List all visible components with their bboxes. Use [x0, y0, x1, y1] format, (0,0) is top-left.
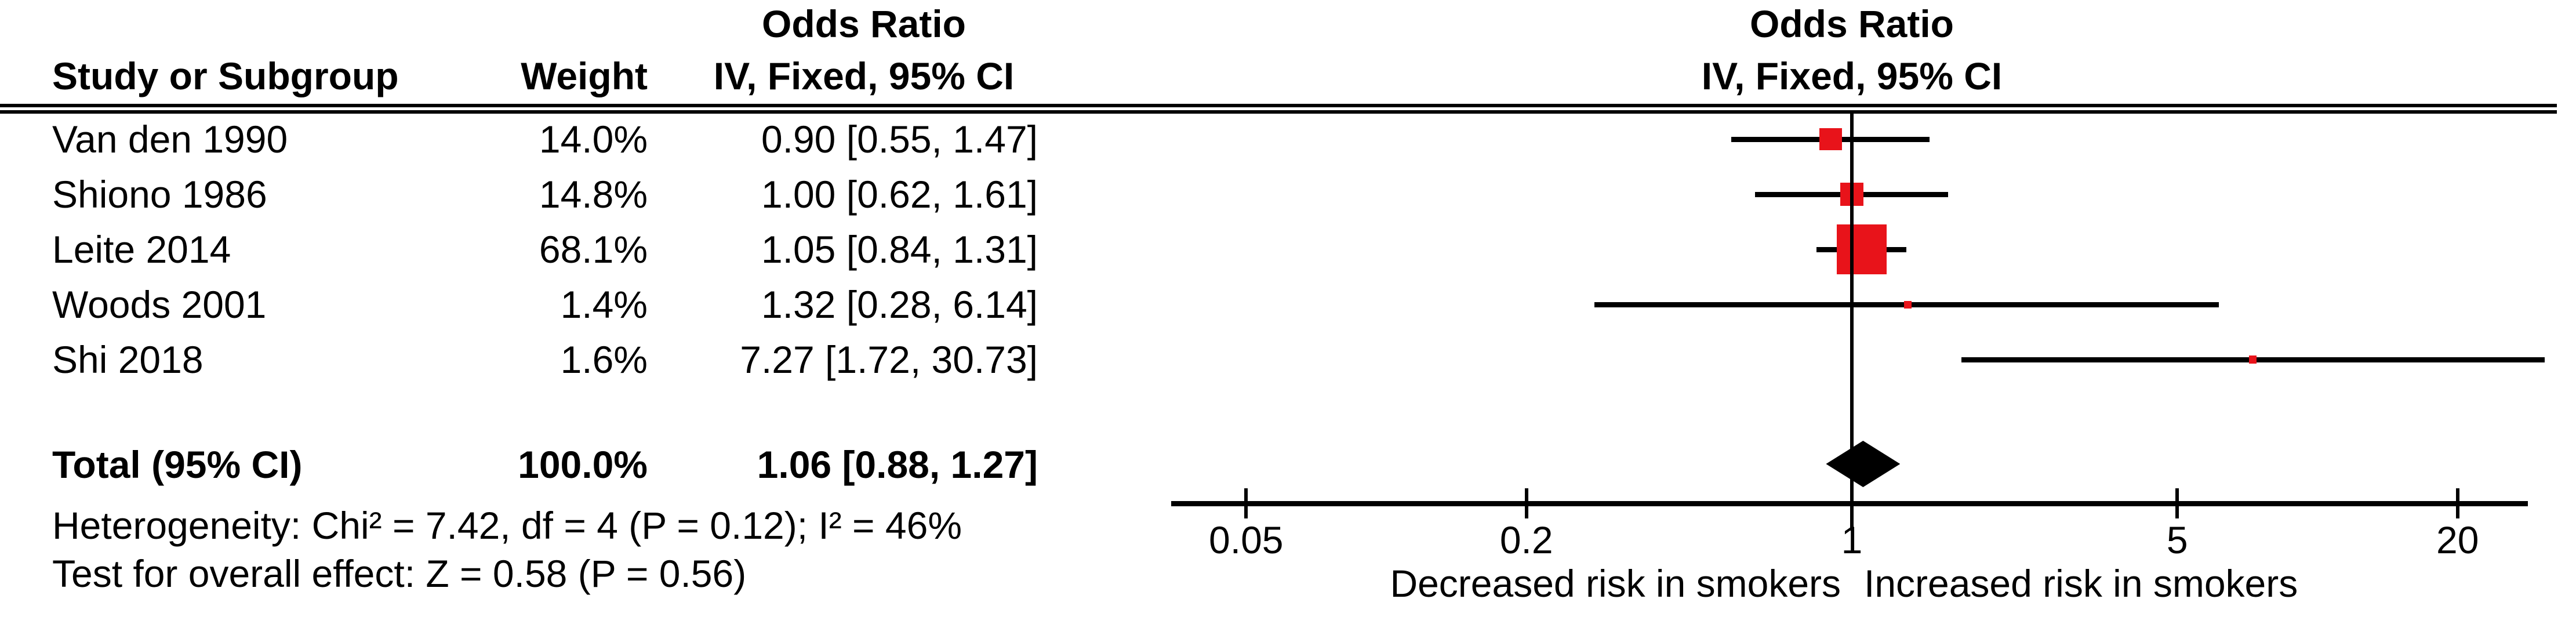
axis-tick-label: 1	[1841, 518, 1863, 561]
axis-tick-label: 5	[2166, 518, 2188, 561]
column-header-ci: IV, Fixed, 95% CI	[713, 55, 1015, 97]
axis-annotation-left: Decreased risk in smokers	[1390, 562, 1841, 605]
column-header-study: Study or Subgroup	[52, 55, 399, 97]
study-weight: 1.4%	[560, 283, 648, 326]
study-weight: 1.6%	[560, 338, 648, 381]
axis-annotation-right: Increased risk in smokers	[1864, 562, 2298, 605]
total-weight: 100.0%	[518, 443, 648, 486]
study-name: Van den 1990	[52, 118, 288, 161]
axis-tick-label: 20	[2436, 518, 2479, 561]
study-ci-text: 1.32 [0.28, 6.14]	[761, 283, 1038, 326]
null-effect-line	[1850, 114, 1854, 531]
plot-effect-title: Odds Ratio	[1749, 2, 1954, 45]
study-ci-text: 1.05 [0.84, 1.31]	[761, 228, 1038, 271]
effect-square	[1819, 128, 1842, 151]
effect-square	[2249, 355, 2257, 364]
study-weight: 68.1%	[539, 228, 648, 271]
study-weight: 14.0%	[539, 118, 648, 161]
study-name: Shi 2018	[52, 338, 204, 381]
effect-square	[1837, 224, 1887, 274]
effect-square	[1904, 300, 1912, 309]
column-header-weight: Weight	[521, 55, 648, 97]
total-label: Total (95% CI)	[52, 443, 303, 486]
heterogeneity-text: Heterogeneity: Chi² = 7.42, df = 4 (P = …	[52, 504, 962, 547]
header-separator-line-top	[0, 104, 2557, 107]
axis-tick	[2455, 488, 2459, 518]
x-axis-line	[1171, 501, 2528, 506]
axis-tick	[1850, 488, 1854, 518]
study-ci-text: 7.27 [1.72, 30.73]	[740, 338, 1038, 381]
total-ci-text: 1.06 [0.88, 1.27]	[757, 443, 1038, 486]
study-name: Shiono 1986	[52, 173, 267, 216]
total-diamond	[1826, 441, 1901, 487]
study-ci-text: 1.00 [0.62, 1.61]	[761, 173, 1038, 216]
study-weight: 14.8%	[539, 173, 648, 216]
axis-tick	[2175, 488, 2179, 518]
axis-tick	[1244, 488, 1248, 518]
axis-tick-label: 0.05	[1209, 518, 1284, 561]
study-ci-text: 0.90 [0.55, 1.47]	[761, 118, 1038, 161]
header-separator-line-bottom	[0, 110, 2557, 114]
study-name: Woods 2001	[52, 283, 267, 326]
overall-effect-text: Test for overall effect: Z = 0.58 (P = 0…	[52, 552, 747, 595]
study-name: Leite 2014	[52, 228, 231, 271]
axis-tick-label: 0.2	[1499, 518, 1553, 561]
plot-subtitle: IV, Fixed, 95% CI	[1701, 55, 2003, 97]
table-effect-title: Odds Ratio	[761, 2, 966, 45]
axis-tick	[1524, 488, 1528, 518]
